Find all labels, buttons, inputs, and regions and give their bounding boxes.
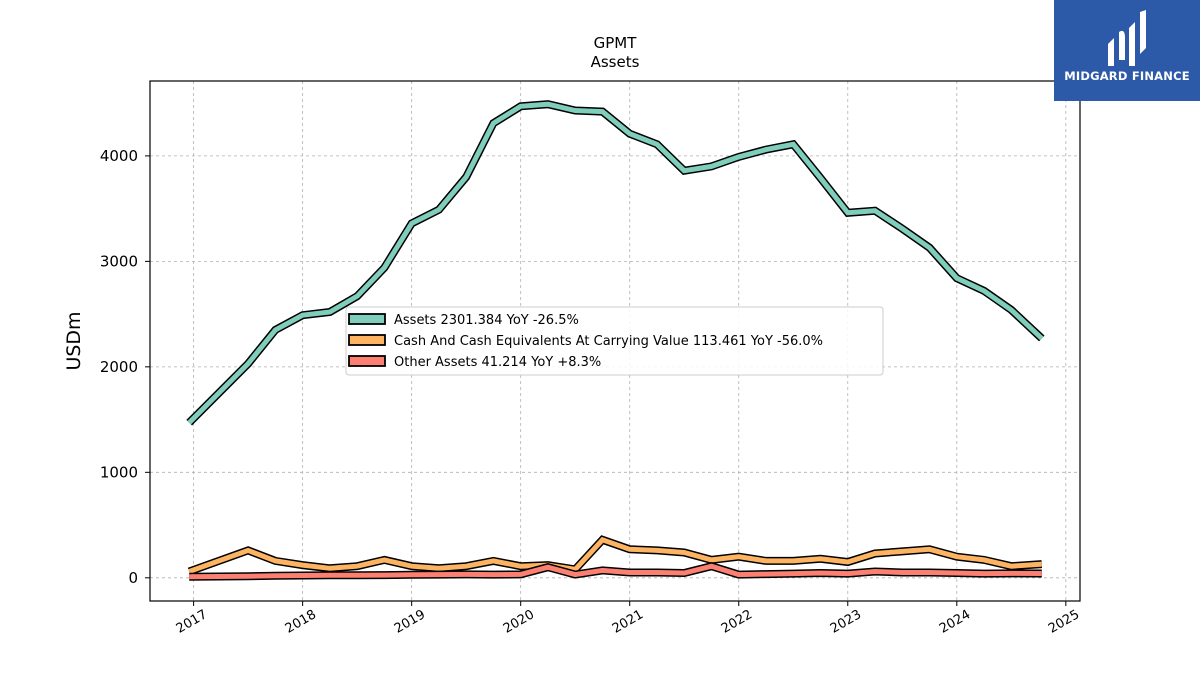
x-tick-label: 2017 <box>174 607 210 637</box>
x-tick-label: 2025 <box>1046 607 1082 637</box>
x-axis-ticks: 2017 2018 2019 2020 2021 2022 2023 2024 2025 <box>174 601 1082 637</box>
legend-box <box>345 306 884 376</box>
series-2 <box>189 562 1042 581</box>
grid-lines <box>150 81 1080 601</box>
chart-subtitle: Assets <box>591 53 640 71</box>
y-tick-label: 2000 <box>100 358 138 376</box>
y-axis-label: USDm <box>63 311 85 370</box>
brand-logo: MIDGARD FINANCE <box>1054 0 1200 101</box>
legend-swatch <box>348 313 386 325</box>
y-tick-label: 1000 <box>100 463 138 481</box>
legend-swatch <box>348 355 386 367</box>
y-axis-ticks: 0 1000 2000 3000 4000 <box>100 147 150 587</box>
legend: Assets 2301.384 YoY -26.5% Cash And Cash … <box>345 306 884 376</box>
x-tick-label: 2018 <box>283 607 319 637</box>
y-tick-label: 4000 <box>100 147 138 165</box>
series-line <box>188 536 1042 574</box>
legend-label: Assets 2301.384 YoY -26.5% <box>394 313 579 328</box>
x-tick-label: 2019 <box>392 607 428 637</box>
plot-frame <box>149 80 1081 602</box>
y-tick-label: 0 <box>128 569 138 587</box>
series-0 <box>186 100 1045 426</box>
series-1 <box>187 535 1043 576</box>
brand-mark-icon <box>1108 10 1146 66</box>
x-tick-label: 2023 <box>828 607 864 637</box>
y-tick-label: 3000 <box>100 252 138 270</box>
chart-title: GPMT <box>594 34 638 52</box>
brand-name: MIDGARD FINANCE <box>1064 69 1190 83</box>
series-line <box>189 563 1042 580</box>
legend-label: Other Assets 41.214 YoY +8.3% <box>394 355 601 370</box>
x-tick-label: 2024 <box>937 607 973 637</box>
legend-swatch <box>348 334 386 346</box>
x-tick-label: 2020 <box>501 607 537 637</box>
x-tick-label: 2021 <box>610 607 646 637</box>
series-lines <box>186 100 1045 581</box>
legend-label: Cash And Cash Equivalents At Carrying Va… <box>394 334 823 349</box>
series-line <box>187 101 1044 425</box>
x-tick-label: 2022 <box>719 607 755 637</box>
